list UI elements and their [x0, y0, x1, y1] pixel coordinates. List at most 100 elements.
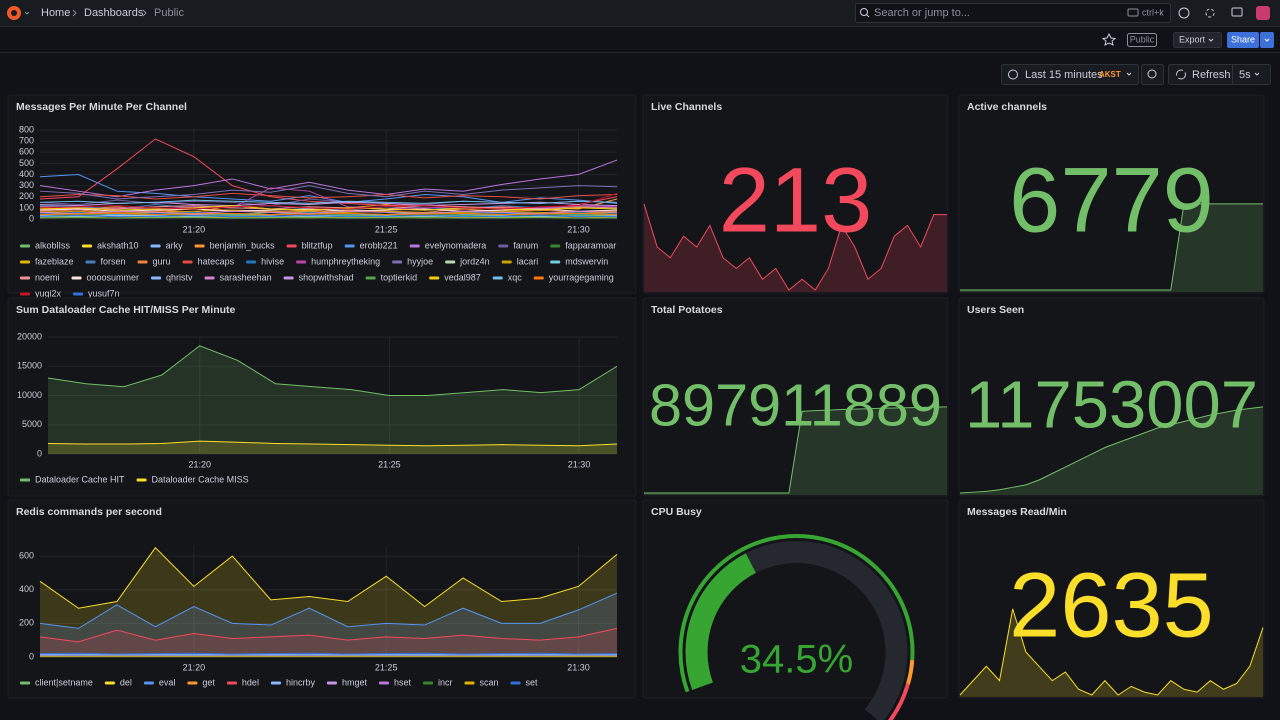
x-tick-label: 21:20 — [183, 224, 206, 234]
breadcrumb[interactable]: Dashboards — [84, 7, 144, 19]
legend-label[interactable]: noemi — [35, 272, 60, 282]
legend-label[interactable]: hatecaps — [198, 256, 235, 266]
series-line — [39, 185, 618, 200]
legend-label[interactable]: hivise — [261, 256, 284, 266]
export-button[interactable] — [1173, 32, 1222, 48]
search-box[interactable] — [855, 3, 1171, 23]
legend-swatch — [73, 292, 84, 296]
legend-label[interactable]: fanum — [513, 240, 538, 250]
panel-title: Users Seen — [967, 304, 1024, 316]
y-tick-label: 400 — [19, 169, 34, 179]
legend-label[interactable]: set — [526, 677, 539, 687]
stat-value: 2635 — [1009, 554, 1214, 656]
x-tick-label: 21:30 — [567, 224, 590, 234]
legend-label[interactable]: erobb221 — [360, 240, 398, 250]
chevron — [1264, 38, 1270, 42]
legend-label[interactable]: evelynomadera — [425, 240, 487, 250]
legend-swatch — [464, 681, 475, 685]
news-icon[interactable] — [1205, 8, 1215, 18]
legend-label[interactable]: akshath10 — [97, 240, 139, 250]
legend-label[interactable]: qhristv — [166, 272, 193, 282]
y-tick-label: 700 — [19, 136, 34, 146]
legend-label[interactable]: hset — [394, 677, 412, 687]
legend-label[interactable]: Dataloader Cache MISS — [152, 474, 249, 484]
series-area — [48, 345, 617, 454]
legend-label[interactable]: scan — [480, 677, 499, 687]
legend-label[interactable]: fazeblaze — [35, 256, 74, 266]
legend-label[interactable]: guru — [153, 256, 171, 266]
panel[interactable] — [642, 297, 949, 497]
legend-label[interactable]: yugi2x — [35, 288, 62, 298]
legend-label[interactable]: arky — [166, 240, 184, 250]
legend-label[interactable]: hincrby — [286, 677, 316, 687]
legend-swatch — [286, 244, 297, 248]
panel-title: Messages Per Minute Per Channel — [16, 101, 187, 113]
panel[interactable] — [958, 499, 1265, 699]
legend-label[interactable]: hdel — [242, 677, 259, 687]
breadcrumb[interactable]: Home — [41, 7, 70, 19]
legend-label[interactable]: yusuf7n — [88, 288, 120, 298]
legend-label[interactable]: humphreytheking — [311, 256, 380, 266]
refresh-interval[interactable]: 5s — [1239, 69, 1251, 81]
legend-label[interactable]: shopwithshad — [299, 272, 354, 282]
legend-swatch — [82, 244, 93, 248]
star-icon[interactable] — [1101, 32, 1117, 46]
legend-label[interactable]: hyyjoe — [407, 256, 433, 266]
help-icon[interactable] — [1178, 7, 1190, 19]
series-line — [39, 546, 618, 609]
legend-label[interactable]: incr — [438, 677, 453, 687]
legend-label[interactable]: alkoblIss — [35, 240, 71, 250]
legend-label[interactable]: forsen — [101, 256, 126, 266]
kiosk-icon[interactable] — [1231, 7, 1243, 17]
legend-swatch — [344, 244, 355, 248]
panel[interactable] — [958, 297, 1265, 497]
stat-value: 213 — [719, 149, 873, 251]
legend-label[interactable]: vedal987 — [444, 272, 481, 282]
series-line — [39, 209, 618, 214]
legend-swatch — [296, 260, 307, 264]
legend-swatch — [409, 244, 420, 248]
legend-label[interactable]: jordz4n — [459, 256, 490, 266]
zoom-out-button[interactable] — [1141, 64, 1164, 85]
panel[interactable] — [7, 94, 637, 294]
panel-title: Live Channels — [651, 101, 722, 113]
legend-label[interactable]: fapparamoar — [565, 240, 616, 250]
legend-label[interactable]: benjamin_bucks — [210, 240, 276, 250]
share-button[interactable] — [1227, 32, 1259, 48]
legend-label[interactable]: lacari — [517, 256, 539, 266]
avatar[interactable] — [1256, 6, 1270, 20]
panel[interactable] — [7, 499, 637, 699]
series-area — [40, 547, 617, 657]
series-line — [39, 592, 618, 629]
legend-label[interactable]: Dataloader Cache HIT — [35, 474, 125, 484]
legend-swatch — [136, 478, 147, 482]
panel[interactable] — [958, 94, 1265, 294]
panel[interactable] — [642, 499, 949, 699]
legend-swatch — [71, 276, 82, 280]
legend-label[interactable]: toptierkid — [381, 272, 418, 282]
legend-swatch — [326, 681, 337, 685]
time-picker[interactable] — [1001, 64, 1139, 85]
legend-label[interactable]: del — [120, 677, 132, 687]
legend-label[interactable]: hmget — [342, 677, 368, 687]
refresh-button[interactable] — [1168, 64, 1271, 85]
legend-label[interactable]: yourragegaming — [549, 272, 614, 282]
legend-swatch — [378, 681, 389, 685]
legend-swatch — [510, 681, 521, 685]
refresh-icon — [1176, 69, 1186, 80]
series-line — [39, 627, 618, 643]
legend-label[interactable]: oooosummer — [87, 272, 140, 282]
legend-label[interactable]: get — [202, 677, 215, 687]
threshold-band — [906, 659, 915, 685]
panel[interactable] — [642, 94, 949, 294]
stat-value: 11753007 — [965, 368, 1258, 443]
panel[interactable] — [7, 297, 637, 497]
legend-label[interactable]: mdswervin — [565, 256, 608, 266]
legend-label[interactable]: eval — [159, 677, 176, 687]
legend-label[interactable]: xqc — [508, 272, 523, 282]
legend-label[interactable]: sarasheehan — [220, 272, 272, 282]
share-dropdown[interactable] — [1260, 32, 1274, 48]
legend-label[interactable]: blitztfup — [302, 240, 333, 250]
x-tick-label: 21:30 — [568, 459, 591, 469]
legend-label[interactable]: client|setname — [35, 677, 93, 687]
